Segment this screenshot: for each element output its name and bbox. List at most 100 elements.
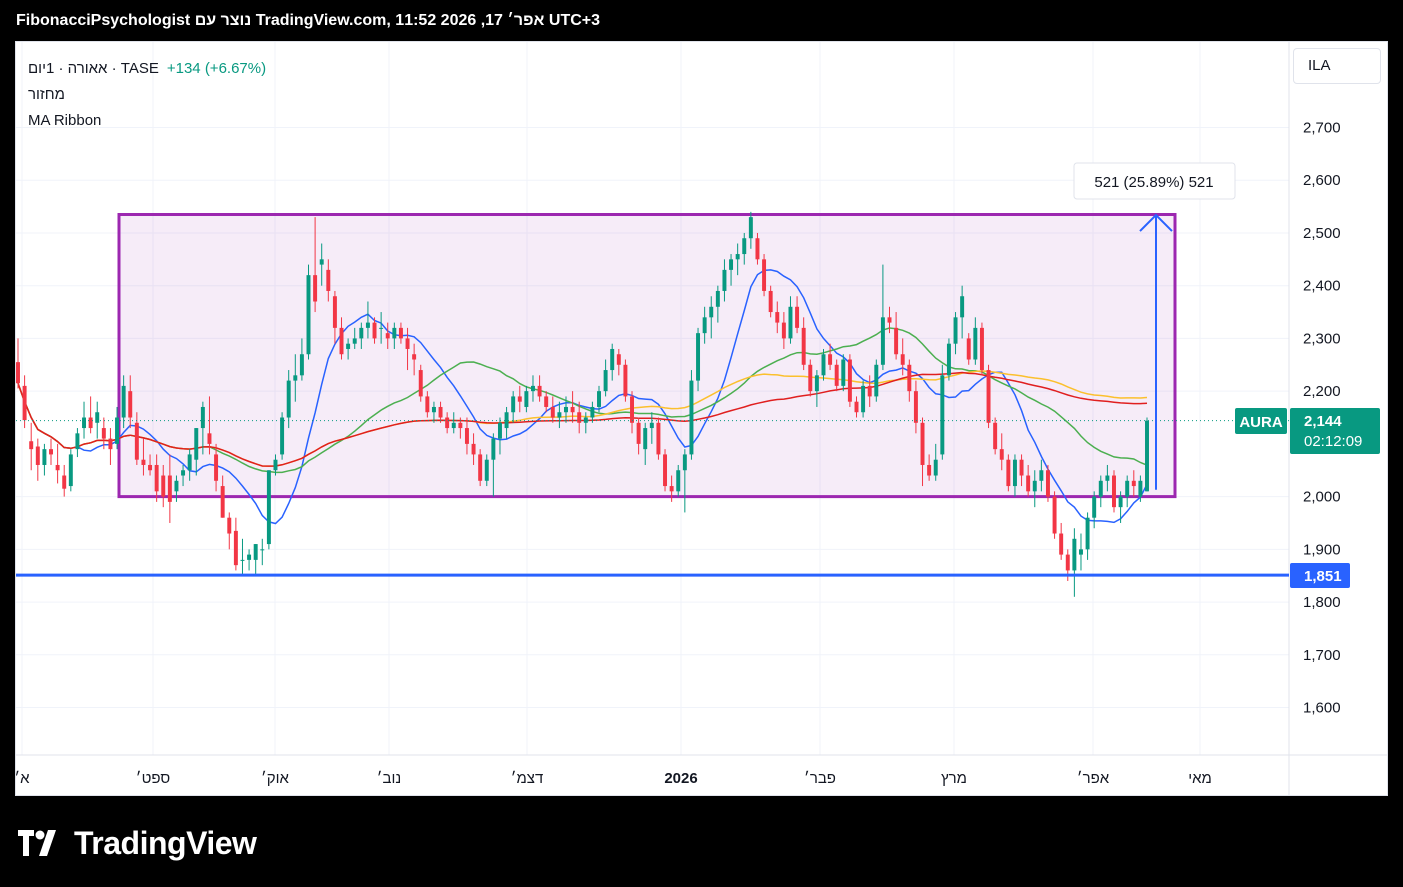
candle-body	[511, 396, 516, 413]
chart-canvas[interactable]: 2,700 2,600 2,500 2,400 2,300 2,200 2,000 1,900…	[16, 42, 1387, 795]
candle-body	[115, 417, 120, 444]
candle-body	[801, 327, 806, 365]
candle-body	[663, 454, 668, 487]
candle-body	[141, 459, 146, 465]
candle-body	[1032, 480, 1037, 492]
price-tag-countdown: 02:12:09	[1304, 433, 1362, 450]
candle-body	[788, 306, 793, 339]
chart-legend: אאורה · 1יום · TASE +134 (+6.67%) מחזור M…	[28, 56, 266, 134]
legend-change: +134 (+6.67%)	[166, 60, 267, 77]
candle-body	[623, 364, 628, 397]
candle-body	[999, 449, 1004, 460]
legend-ma-ribbon[interactable]: MA Ribbon	[28, 112, 102, 129]
candle-body	[775, 312, 780, 323]
candle-body	[867, 385, 872, 397]
candle-body	[603, 370, 608, 392]
candle-body	[339, 327, 344, 355]
candle-body	[88, 417, 93, 429]
candle-body	[748, 217, 753, 239]
candle-body	[194, 428, 199, 460]
candle-body	[273, 459, 278, 471]
candle-body	[121, 385, 126, 418]
candle-body	[847, 359, 852, 402]
tradingview-logo[interactable]: TradingView	[18, 822, 257, 864]
measure-label-box[interactable]: 521 (25.89%) 521	[1073, 162, 1236, 200]
candle-body	[101, 428, 106, 439]
candle-body	[491, 438, 496, 460]
symbol-price-tag: AURA 2,144 02:12:09	[1235, 408, 1380, 454]
measure-label: 521 (25.89%) 521	[1094, 174, 1213, 191]
chart-panel[interactable]: 2,700 2,600 2,500 2,400 2,300 2,200 2,000 1,900…	[15, 41, 1388, 796]
candle-body	[174, 480, 179, 492]
price-tick-label: 1,800	[1303, 594, 1341, 611]
candle-body	[247, 554, 252, 560]
price-tick-label: 2,200	[1303, 383, 1341, 400]
candle-body	[1052, 496, 1057, 534]
candle-body	[306, 275, 311, 355]
candle-body	[266, 470, 271, 545]
candle-body	[669, 486, 674, 492]
candle-body	[207, 433, 212, 444]
candle-body	[821, 354, 826, 376]
candle-body	[214, 454, 219, 481]
candle-body	[702, 317, 707, 334]
price-tick-label: 2,600	[1303, 172, 1341, 189]
candle-body	[346, 343, 351, 349]
ma-blue-line	[17, 269, 1148, 525]
candle-body	[1078, 549, 1083, 555]
candle-body	[82, 417, 87, 429]
candle-body	[649, 422, 654, 429]
candle-body	[425, 396, 430, 413]
candle-body	[676, 470, 681, 492]
candle-body	[1092, 496, 1097, 518]
candle-body	[907, 364, 912, 392]
candle-body	[148, 464, 153, 471]
candle-body	[531, 385, 535, 392]
range-box	[117, 213, 1177, 499]
time-tick-label: ספט׳	[136, 770, 171, 787]
candle-body	[128, 391, 133, 418]
candle-body	[1045, 470, 1050, 497]
candle-body	[240, 559, 245, 561]
time-axis: א׳ ספט׳ אוק׳ נוב׳ דצמ׳ 2026 פבר׳ מרץ אפר׳ מאי	[16, 770, 1212, 787]
candle-body	[445, 417, 450, 429]
ma-red-line	[17, 371, 1148, 467]
candle-body	[583, 417, 588, 423]
candle-body	[814, 375, 819, 392]
candle-body	[940, 375, 945, 455]
candle-body	[372, 322, 377, 339]
legend-volume[interactable]: מחזור	[28, 86, 65, 103]
time-tick-label: 2026	[664, 770, 697, 787]
currency-selector[interactable]: ILA	[1293, 48, 1381, 84]
candle-body	[352, 338, 357, 344]
candle-body	[894, 327, 899, 355]
candle-body	[927, 464, 932, 476]
candle-body	[418, 370, 423, 397]
price-tick-label: 2,300	[1303, 330, 1341, 347]
candle-body	[1006, 459, 1011, 487]
legend-symbol-row[interactable]: אאורה · 1יום · TASE +134 (+6.67%)	[28, 56, 266, 82]
candle-body	[834, 364, 839, 386]
price-tag-value: 2,144	[1304, 413, 1342, 430]
candle-body	[590, 406, 595, 418]
candle-body	[154, 464, 159, 492]
candle-body	[900, 354, 905, 365]
candle-body	[1145, 420, 1149, 492]
candle-body	[993, 422, 998, 450]
candle-body	[16, 362, 20, 384]
candle-body	[1039, 470, 1044, 481]
candle-body	[946, 343, 951, 376]
candle-body	[696, 333, 701, 381]
candle-body	[1059, 533, 1064, 555]
candle-body	[484, 459, 489, 481]
candle-body	[808, 364, 813, 392]
grid-lines	[16, 42, 1289, 755]
candle-body	[1019, 459, 1024, 476]
candle-body	[709, 306, 714, 318]
candle-body	[95, 412, 100, 423]
candle-body	[1138, 480, 1143, 497]
candle-body	[920, 422, 925, 465]
candle-body	[35, 446, 40, 465]
symbol-tag-label: AURA	[1239, 414, 1282, 431]
candle-body	[412, 354, 417, 360]
